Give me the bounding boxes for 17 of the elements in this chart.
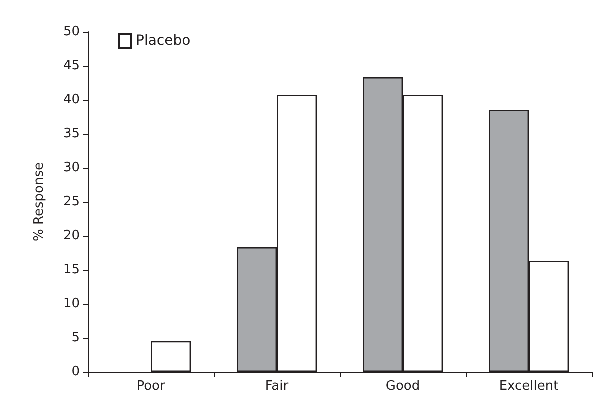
- y-axis-title: % Response: [32, 162, 47, 242]
- legend-label: Placebo: [136, 33, 191, 49]
- y-tick-label: 5: [72, 330, 80, 346]
- y-tick-label: 20: [63, 228, 80, 244]
- y-tick-label: 30: [63, 160, 80, 176]
- y-tick-label: 45: [63, 58, 80, 74]
- y-tick-label: 15: [63, 262, 80, 278]
- y-tick-label: 40: [63, 92, 80, 108]
- x-tick-label: Excellent: [499, 379, 559, 394]
- y-tick-label: 0: [72, 364, 80, 380]
- y-tick-label: 50: [63, 24, 80, 40]
- x-tick-label: Good: [386, 379, 420, 394]
- y-tick-label: 10: [63, 296, 80, 312]
- y-tick-label: 25: [63, 194, 80, 210]
- x-tick-label: Fair: [265, 379, 290, 394]
- x-tick-label: Poor: [136, 379, 166, 394]
- y-tick-label: 35: [63, 126, 80, 142]
